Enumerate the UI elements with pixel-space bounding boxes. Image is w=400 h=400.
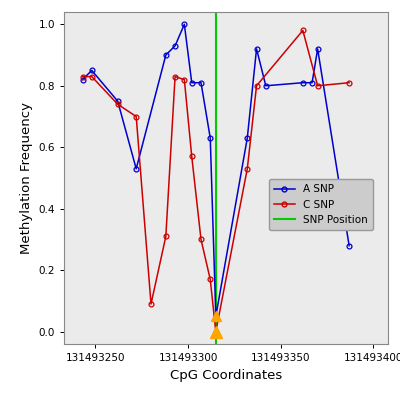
Y-axis label: Methylation Frequency: Methylation Frequency: [20, 102, 33, 254]
X-axis label: CpG Coordinates: CpG Coordinates: [170, 368, 282, 382]
Legend: A SNP, C SNP, SNP Position: A SNP, C SNP, SNP Position: [269, 179, 373, 230]
